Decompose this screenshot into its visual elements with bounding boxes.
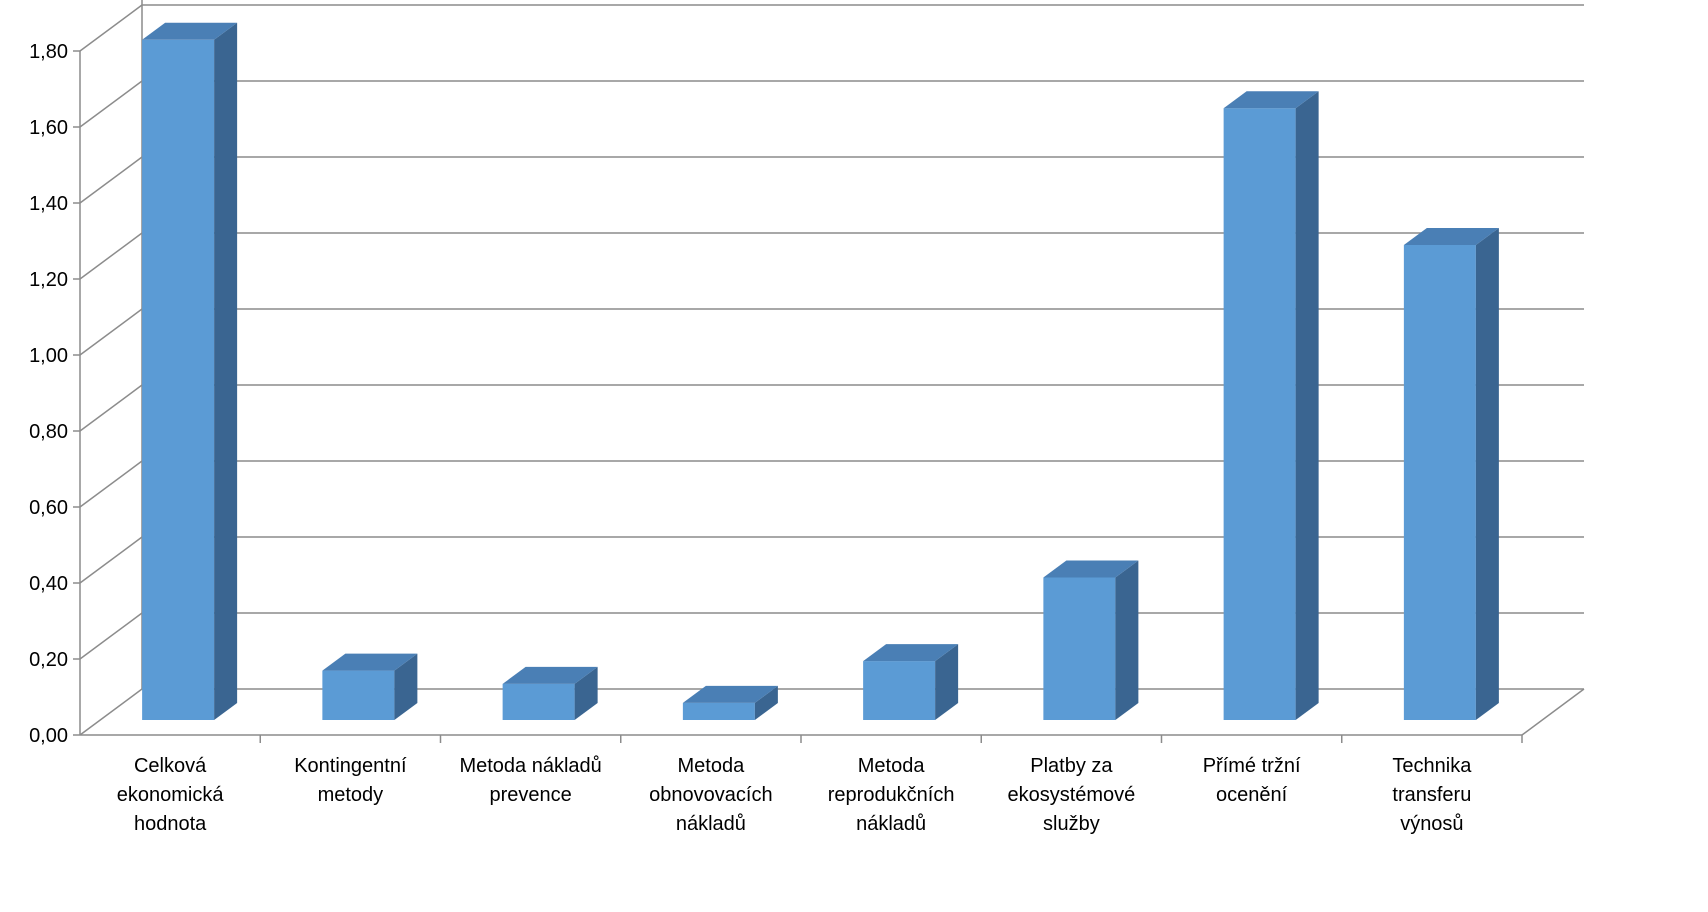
x-category-label: Metoda obnovovacích nákladů xyxy=(616,752,806,839)
bar-side xyxy=(394,653,418,720)
bars-layer xyxy=(142,22,1499,721)
bar-top xyxy=(142,22,238,40)
x-category-label-line: reprodukčních xyxy=(827,784,955,806)
x-category-label-line: Technika xyxy=(1392,755,1472,777)
bar-top xyxy=(1043,560,1139,578)
y-tick-label: 1,00 xyxy=(29,345,68,367)
bar-side xyxy=(214,22,238,721)
x-category-label-line: Metoda xyxy=(677,755,745,777)
x-category-label: Kontingentní metody xyxy=(255,752,445,810)
gridline-side xyxy=(79,156,143,204)
bar-front xyxy=(1043,577,1116,720)
bar xyxy=(863,644,959,720)
bar xyxy=(1043,560,1139,720)
gridline-side xyxy=(79,4,143,52)
gridline-side xyxy=(79,384,143,432)
x-category-label-line: Platby za xyxy=(1030,755,1113,777)
x-category-label-line: nákladů xyxy=(675,813,746,835)
y-tick-label: 0,60 xyxy=(29,497,68,519)
bar-side xyxy=(574,666,598,720)
bar-front xyxy=(502,683,575,720)
bar-top xyxy=(863,644,959,662)
x-category-label-line: Metoda xyxy=(857,755,925,777)
x-category-label-line: Celková xyxy=(133,755,207,777)
y-tick-label: 0,00 xyxy=(29,725,68,747)
x-category-label-line: ekonomická xyxy=(116,784,224,806)
x-category-label-line: výnosů xyxy=(1400,813,1464,835)
x-category-label: Přímé tržní ocenění xyxy=(1157,752,1347,810)
gridline-side xyxy=(79,460,143,508)
bar xyxy=(502,666,598,720)
bar-front xyxy=(142,39,215,721)
bar-top xyxy=(322,653,418,671)
bar-side xyxy=(754,685,778,720)
grid-layer xyxy=(79,0,1584,736)
gridline-side xyxy=(79,536,143,584)
y-tick-labels: 0,00 0,20 0,40 0,60 0,80 1,00 1,20 1,40 1,60 1,80 xyxy=(29,41,68,747)
x-category-label: Platby za ekosystémové služby xyxy=(976,752,1166,839)
y-tick-label: 1,40 xyxy=(29,193,68,215)
bar-side xyxy=(1115,560,1139,720)
x-category-label-line: obnovovacích xyxy=(649,784,773,806)
x-category-label-line: Metoda nákladů xyxy=(459,755,602,777)
bar-top xyxy=(502,666,598,684)
x-category-label-line: hodnota xyxy=(133,813,207,835)
bar xyxy=(142,22,238,721)
x-category-label: Metoda reprodukčních nákladů xyxy=(796,752,986,839)
gridline-side xyxy=(79,612,143,660)
x-category-label-line: služby xyxy=(1043,813,1100,835)
y-tick-label: 0,80 xyxy=(29,421,68,443)
x-category-label-line: ekosystémové xyxy=(1007,784,1136,806)
bar-top xyxy=(1223,91,1319,109)
y-tick-label: 1,60 xyxy=(29,117,68,139)
x-category-label-line: Kontingentní xyxy=(294,755,407,777)
bar-side xyxy=(1295,91,1319,720)
x-category-label-line: ocenění xyxy=(1216,784,1288,806)
y-tick-label: 1,20 xyxy=(29,269,68,291)
bar-top xyxy=(682,685,778,703)
axis-layer xyxy=(73,50,1585,743)
floor-edge xyxy=(1521,688,1585,736)
gridline-side xyxy=(79,308,143,356)
gridline-side xyxy=(79,688,143,736)
bar-front xyxy=(682,702,755,720)
bar-side xyxy=(1475,228,1499,720)
bar-top xyxy=(1403,228,1499,245)
bar xyxy=(682,685,778,720)
x-category-label: Celková ekonomická hodnota xyxy=(75,752,265,839)
bar xyxy=(1223,91,1319,720)
gridline-side xyxy=(79,232,143,280)
x-category-label: Metoda nákladů prevence xyxy=(436,752,626,810)
x-category-label-line: nákladů xyxy=(856,813,927,835)
y-tick-label: 0,40 xyxy=(29,573,68,595)
x-category-label-line: Přímé tržní xyxy=(1202,755,1301,777)
bar-front xyxy=(322,670,395,720)
bar-front xyxy=(1223,108,1296,720)
bar-front xyxy=(1403,245,1476,720)
y-tick-label: 0,20 xyxy=(29,649,68,671)
x-category-label-line: prevence xyxy=(489,784,572,806)
x-category-label-line: transferu xyxy=(1392,784,1472,806)
bar xyxy=(322,653,418,720)
bar-side xyxy=(935,644,959,720)
gridline-side xyxy=(79,80,143,128)
y-tick-label: 1,80 xyxy=(29,41,68,63)
bar-front xyxy=(863,661,936,720)
x-category-label: Technika transferu výnosů xyxy=(1337,752,1527,839)
bar xyxy=(1403,228,1499,720)
x-category-label-line: metody xyxy=(317,784,384,806)
